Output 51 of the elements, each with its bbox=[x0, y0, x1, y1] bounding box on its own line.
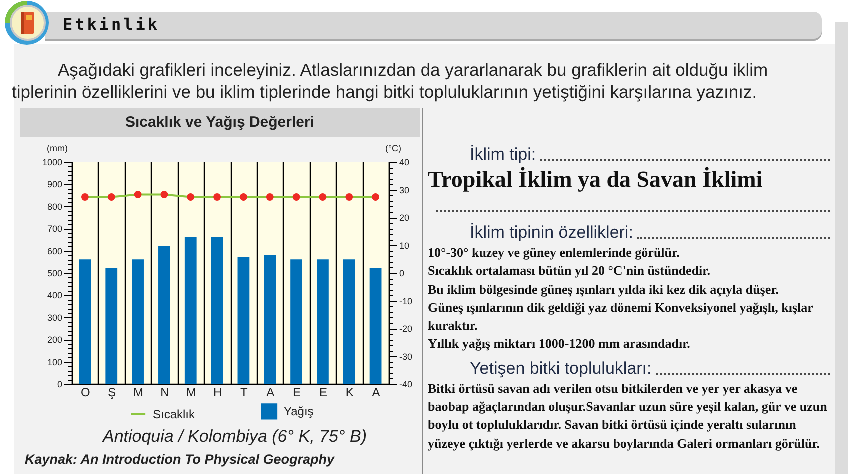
legend-label: Sıcaklık bbox=[153, 407, 196, 422]
y-tick-label: 100 bbox=[47, 357, 62, 368]
y-tick-label: 700 bbox=[47, 224, 62, 234]
text: Kaynak: An Introduction To Physical Geography bbox=[25, 452, 335, 467]
text: Sıcaklık ortalaması bütün yıl 20 °C'nin üstündedir. bbox=[428, 262, 712, 280]
x-tick-label: M bbox=[134, 386, 144, 400]
text: İklim tipinin özellikleri: bbox=[470, 222, 634, 244]
x-tick-label: O bbox=[81, 386, 90, 400]
text: Güneş ışınlarının dik geldiği yaz dönemi Konveksiyonel yağışlı, kışlar kuraktır. bbox=[428, 298, 814, 336]
x-tick-label: K bbox=[346, 386, 354, 400]
y-tick-label: 600 bbox=[47, 246, 62, 256]
y2-tick-label: -30 bbox=[400, 352, 413, 362]
x-tick-label: A bbox=[372, 386, 380, 400]
x-tick-label: H bbox=[213, 386, 222, 400]
y2-tick-label: -40 bbox=[400, 380, 413, 390]
y2-tick-label: 40 bbox=[400, 158, 410, 168]
y-tick-label: 900 bbox=[47, 180, 62, 190]
y2-tick-label: 0 bbox=[400, 268, 405, 278]
y-tick-label: 500 bbox=[47, 268, 62, 278]
x-tick-label: Ş bbox=[108, 386, 116, 400]
legend-label: Yağış bbox=[284, 404, 314, 419]
text: 10°-30° kuzey ve güney enlemlerinde görülür. bbox=[428, 244, 681, 262]
y-tick-label: 0 bbox=[57, 380, 62, 390]
text: Antioquia / Kolombiya (6° K, 75° B) bbox=[101, 427, 368, 447]
y2-tick-label: 20 bbox=[400, 213, 410, 223]
y2-axis-title: (°C) bbox=[385, 144, 402, 154]
y-tick-label: 300 bbox=[47, 312, 62, 323]
text: Yetişen bitki toplulukları: bbox=[470, 358, 652, 380]
x-tick-label: T bbox=[240, 386, 249, 400]
y2-tick-label: -20 bbox=[400, 324, 413, 334]
y-axis-title: (mm) bbox=[47, 144, 68, 154]
text: Bitki örtüsü savan adı verilen otsu bitkilerden ve yer yer akasya ve baobap ağaçlarından oluşur.Savanlar uzun süre yeşil kalan, gür ve uzun boylu ot topluluklarıdır. Savan bitki örtüsü içinde yeraltı sularının yüzeye çıktığı yerlerde ve akarsu boylarında Galeri ormanları görülür. bbox=[428, 380, 828, 453]
y-tick-label: 800 bbox=[47, 202, 62, 212]
x-tick-label: N bbox=[160, 386, 170, 400]
x-tick-label: E bbox=[293, 386, 302, 400]
y2-tick-label: -10 bbox=[400, 296, 413, 306]
text: Tropikal İklim ya da Savan İklimi bbox=[428, 166, 764, 194]
y-tick-label: 200 bbox=[47, 335, 62, 346]
y2-tick-label: 10 bbox=[400, 240, 410, 251]
text: Bu iklim bölgesinde güneş ışınları yılda iki kez dik açıyla düşer. bbox=[428, 280, 780, 299]
text: Etkinlik bbox=[63, 14, 160, 36]
y-tick-label: 400 bbox=[47, 290, 62, 301]
text: İklim tipi: bbox=[470, 144, 536, 166]
chart-title: Sıcaklık ve Yağış Değerleri bbox=[20, 108, 420, 137]
x-tick-label: E bbox=[319, 386, 328, 400]
y-tick-label: 1000 bbox=[42, 158, 62, 168]
text: Yıllık yağış miktarı 1000-1200 mm arasındadır. bbox=[428, 335, 692, 354]
x-tick-label: M bbox=[186, 386, 196, 400]
x-tick-label: A bbox=[266, 386, 275, 400]
y2-tick-label: 30 bbox=[400, 185, 410, 196]
text: Aşağıdaki grafikleri inceleyiniz. Atlaslarınızdan da yararlanarak bu grafiklerin ait olduğu iklim tiplerinin özelliklerini ve bu iklim tiplerinde hangi bitki topluluklarının yetiştiğini karşılarına yazınız. bbox=[12, 59, 770, 103]
